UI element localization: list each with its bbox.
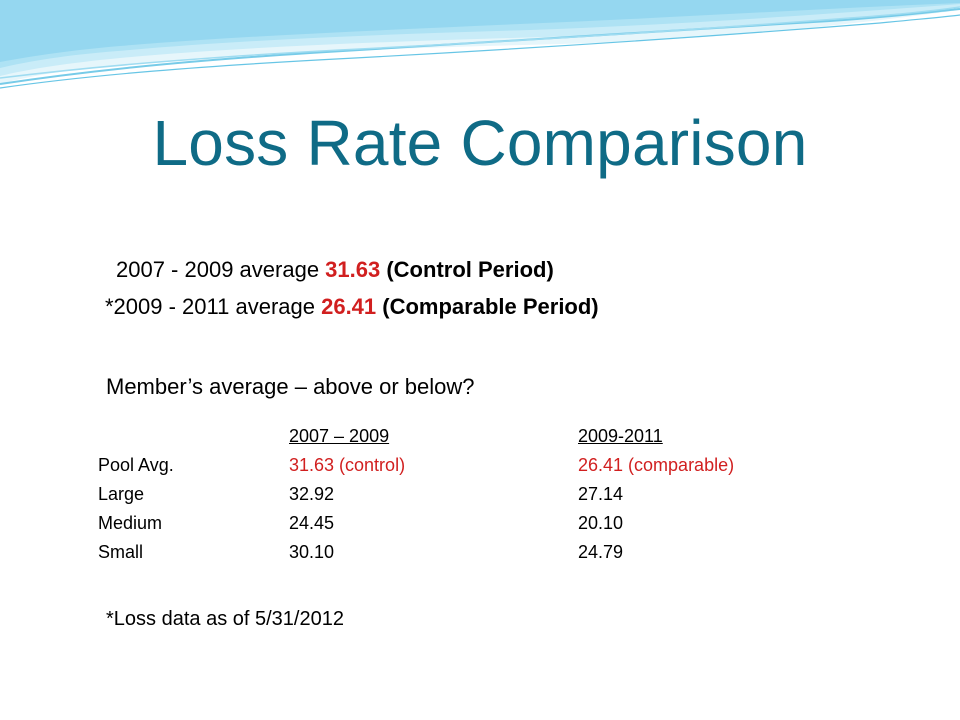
table-cell-2007-2009: 31.63 (control) — [289, 455, 406, 475]
control-period-label: (Control Period) — [380, 257, 554, 282]
table-row-label: Large — [98, 484, 145, 504]
table-cell-2009-2011: 26.41 (comparable) — [578, 455, 735, 475]
comparable-period-value: 26.41 — [321, 294, 377, 319]
table-cell-2007-2009: 32.92 — [289, 484, 335, 504]
decorative-header-wave — [0, 0, 960, 89]
table-cell-2007-2009: 24.45 — [289, 513, 335, 533]
control-period-prefix: 2007 - 2009 average — [116, 257, 326, 282]
table-header-2009-2011: 2009-2011 — [578, 426, 663, 446]
control-period-summary: 2007 - 2009 average 31.63 (Control Perio… — [116, 257, 960, 283]
table-row-label: Pool Avg. — [98, 455, 174, 475]
comparable-period-prefix: *2009 - 2011 average — [105, 294, 322, 319]
loss-data-footnote: *Loss data as of 5/31/2012 — [106, 608, 344, 630]
table-cell-2007-2009: 30.10 — [289, 542, 335, 562]
table-row-label: Small — [98, 542, 144, 562]
table-header-2007-2009: 2007 – 2009 — [289, 426, 390, 446]
page-title: Loss Rate Comparison — [152, 107, 808, 179]
control-period-value: 31.63 — [325, 257, 381, 282]
comparable-period-summary: *2009 - 2011 average 26.41 (Comparable P… — [105, 294, 960, 320]
table-cell-2009-2011: 27.14 — [578, 484, 624, 504]
member-average-question: Member’s average – above or below? — [106, 374, 475, 399]
table-row-label: Medium — [98, 513, 163, 533]
table-cell-2009-2011: 20.10 — [578, 513, 624, 533]
comparable-period-label: (Comparable Period) — [376, 294, 599, 319]
table-cell-2009-2011: 24.79 — [578, 542, 624, 562]
